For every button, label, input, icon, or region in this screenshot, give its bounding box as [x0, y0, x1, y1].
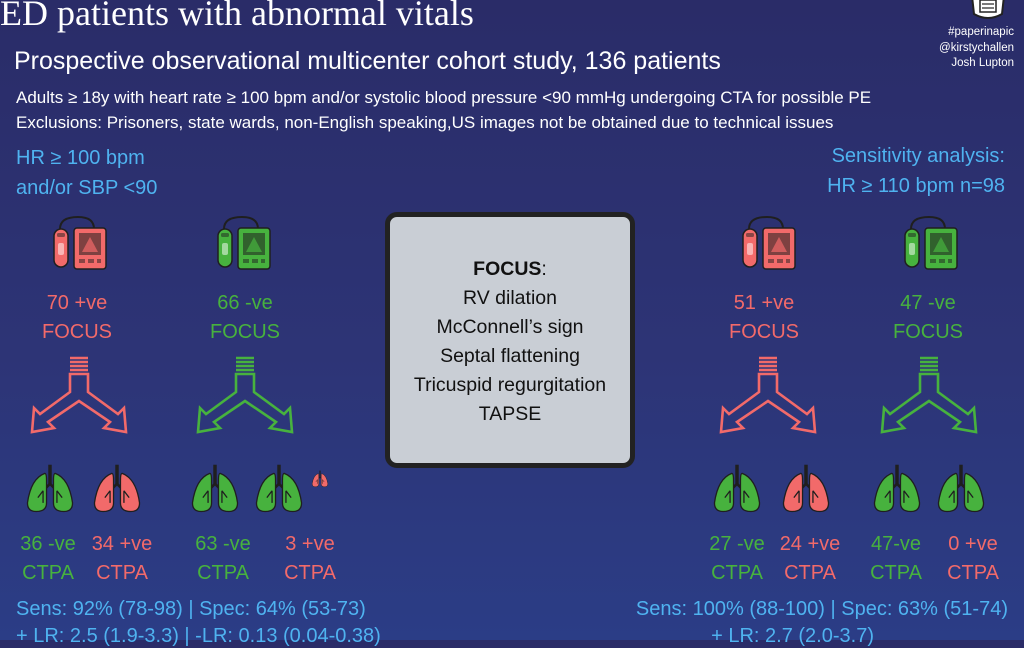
ultrasound-icon-right-positive — [733, 215, 803, 275]
lungs-icon-left-1 — [24, 460, 76, 518]
inclusion-criteria: Adults ≥ 18y with heart rate ≥ 100 bpm a… — [16, 88, 872, 107]
left-ctpa-4: 3 +ve CTPA — [284, 533, 336, 584]
ultrasound-icon-right-negative — [895, 215, 965, 275]
right-ctpa-2: 24 +ve CTPA — [779, 533, 841, 584]
right-ctpa-3: 47-ve CTPA — [870, 533, 922, 584]
tag-paperinapic: #paperinapic — [948, 26, 1014, 38]
split-arrow-icon-right-positive — [713, 356, 823, 436]
right-stats-line1: Sens: 100% (88-100) | Spec: 63% (51-74) — [635, 598, 1008, 620]
lungs-icon-left-4 — [253, 460, 305, 518]
right-stats-line2: + LR: 2.7 (2.0-3.7) — [711, 625, 874, 647]
focus-item-septal-flattening: Septal flattening — [440, 345, 580, 367]
split-arrow-icon-left-positive — [24, 356, 134, 436]
focus-item-tapse: TAPSE — [478, 403, 542, 425]
logo-badge-icon — [968, 0, 1008, 22]
right-ctpa-1: 27 -ve CTPA — [709, 533, 765, 584]
left-group-label-line1: HR ≥ 100 bpm — [16, 147, 145, 169]
focus-item-tricuspid-regurgitation: Tricuspid regurgitation — [413, 374, 607, 396]
left-stats-line2: + LR: 2.5 (1.9-3.3) | -LR: 0.13 (0.04-0.… — [16, 625, 381, 647]
focus-item-rv-dilation: RV dilation — [463, 287, 557, 309]
exclusion-criteria: Exclusions: Prisoners, state wards, non-… — [16, 113, 834, 132]
right-ctpa-4: 0 +ve CTPA — [947, 533, 999, 584]
split-arrow-icon-right-negative — [874, 356, 984, 436]
lungs-icon-right-1 — [711, 460, 763, 518]
left-ctpa-1: 36 -ve CTPA — [20, 533, 76, 584]
ultrasound-icon-left-positive — [44, 215, 114, 275]
tag-author-name: Josh Lupton — [951, 57, 1014, 69]
left-ctpa-3: 63 -ve CTPA — [195, 533, 251, 584]
focus-heading: FOCUS: — [473, 258, 547, 280]
right-negative-focus: 47 -ve FOCUS — [893, 292, 963, 343]
left-stats-line1: Sens: 92% (78-98) | Spec: 64% (53-73) — [16, 598, 366, 620]
ultrasound-icon-left-negative — [208, 215, 278, 275]
left-positive-focus: 70 +ve FOCUS — [42, 292, 112, 343]
lungs-icon-right-3 — [871, 460, 923, 518]
left-group-label-line2: and/or SBP <90 — [16, 177, 158, 199]
tag-author-handle: @kirstychallen — [939, 41, 1014, 54]
left-negative-focus: 66 -ve FOCUS — [210, 292, 280, 343]
right-group-label-line2: HR ≥ 110 bpm n=98 — [827, 175, 1005, 197]
focus-item-mcconnell: McConnell’s sign — [436, 316, 584, 338]
tag-block: #paperinapic @kirstychallen Josh Lupton — [939, 25, 1014, 72]
right-group-label-line1: Sensitivity analysis: — [831, 145, 1005, 167]
page-subtitle: Prospective observational multicenter co… — [14, 47, 721, 75]
split-arrow-icon-left-negative — [190, 356, 300, 436]
left-ctpa-2: 34 +ve CTPA — [91, 533, 153, 584]
lungs-icon-right-2 — [780, 460, 832, 518]
lungs-icon-left-3 — [189, 460, 241, 518]
lungs-icon-left-2 — [91, 460, 143, 518]
page-title: ED patients with abnormal vitals — [0, 0, 474, 33]
lungs-icon-right-4 — [935, 460, 987, 518]
lungs-icon-left-small — [311, 470, 329, 488]
focus-criteria-box: FOCUS: RV dilation McConnell’s sign Sept… — [385, 212, 635, 468]
right-positive-focus: 51 +ve FOCUS — [729, 292, 799, 343]
